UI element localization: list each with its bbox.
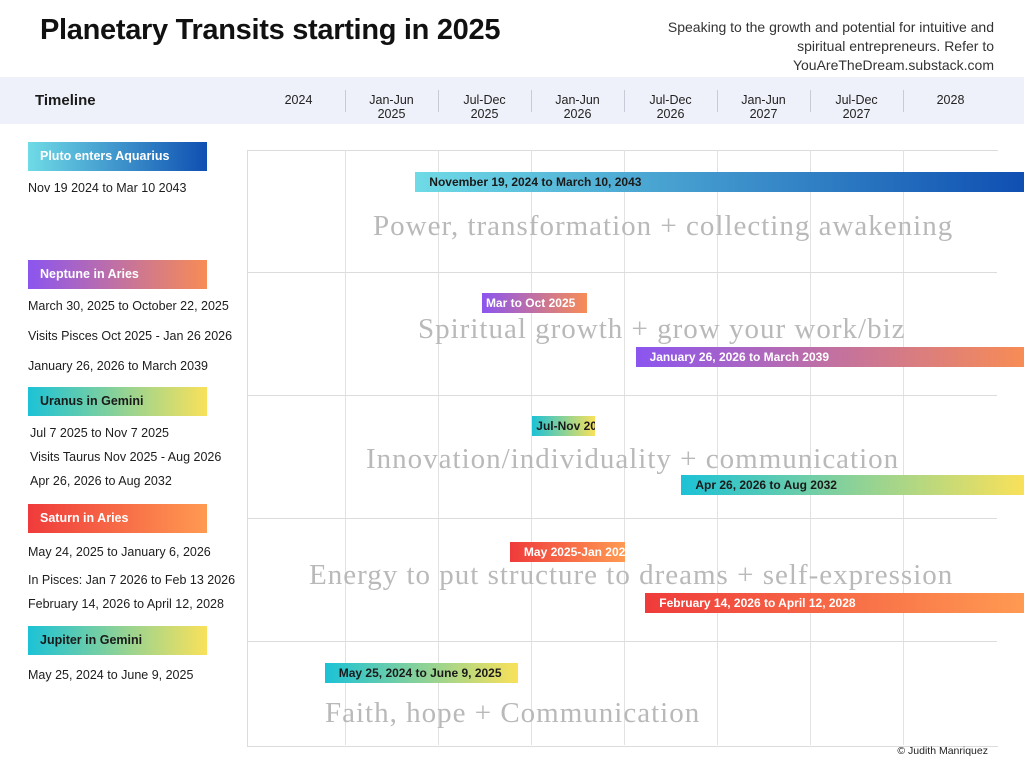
period-divider [531, 90, 532, 112]
grid-line-horizontal [247, 518, 997, 519]
transit-theme: Innovation/individuality + communication [366, 443, 900, 475]
grid-line-vertical [717, 150, 718, 745]
grid-line-vertical [624, 150, 625, 745]
period-label: Jul-Dec 2026 [649, 93, 692, 121]
transit-theme: Energy to put structure to dreams + self… [309, 559, 954, 591]
period-label: 2024 [284, 93, 313, 107]
transit-theme: Power, transformation + collecting awake… [373, 210, 954, 242]
transit-date-range: Visits Pisces Oct 2025 - Jan 26 2026 [28, 329, 233, 343]
transit-bar: Jul-Nov 2025 [532, 416, 595, 436]
grid-frame [247, 150, 998, 747]
period-label: Jan-Jun 2027 [741, 93, 786, 121]
transit-date-range: January 26, 2026 to March 2039 [28, 359, 208, 373]
grid-line-vertical [438, 150, 439, 745]
period-label: Jan-Jun 2025 [369, 93, 414, 121]
transit-name: Saturn in Aries [28, 504, 207, 533]
grid-line-horizontal [247, 641, 997, 642]
period-divider [717, 90, 718, 112]
transit-theme: Faith, hope + Communication [325, 697, 701, 729]
period-label: Jul-Dec 2027 [835, 93, 878, 121]
transit-bar: November 19, 2024 to March 10, 2043 [415, 172, 1024, 192]
transit-date-range: March 30, 2025 to October 22, 2025 [28, 299, 229, 313]
grid-line-horizontal [247, 272, 997, 273]
period-label: Jul-Dec 2025 [463, 93, 506, 121]
transit-bar: February 14, 2026 to April 12, 2028 [645, 593, 1024, 613]
period-divider [624, 90, 625, 112]
page-subtitle: Speaking to the growth and potential for… [667, 19, 994, 73]
transit-bar: May 2025-Jan 2026 [509, 542, 626, 562]
period-divider [438, 90, 439, 112]
period-label: Jan-Jun 2026 [555, 93, 600, 121]
transit-bar: May 25, 2024 to June 9, 2025 [324, 663, 519, 683]
transit-bar: January 26, 2026 to March 2039 [635, 347, 1024, 367]
transit-date-range: In Pisces: Jan 7 2026 to Feb 13 2026 [28, 573, 236, 587]
transit-name: Neptune in Aries [28, 260, 207, 289]
timeline-label: Timeline [35, 92, 96, 109]
transit-date-range: Visits Taurus Nov 2025 - Aug 2026 [30, 450, 222, 464]
page-title: Planetary Transits starting in 2025 [40, 14, 501, 46]
transit-date-range: Jul 7 2025 to Nov 7 2025 [30, 426, 169, 440]
transit-name: Jupiter in Gemini [28, 626, 207, 655]
period-divider [810, 90, 811, 112]
period-divider [903, 90, 904, 112]
transit-date-range: Apr 26, 2026 to Aug 2032 [30, 474, 172, 488]
grid-line-vertical [903, 150, 904, 745]
transit-date-range: May 24, 2025 to January 6, 2026 [28, 545, 211, 559]
grid-line-vertical [345, 150, 346, 745]
timeline-header [0, 77, 1024, 124]
transit-theme: Spiritual growth + grow your work/biz [418, 313, 906, 345]
transit-name: Uranus in Gemini [28, 387, 207, 416]
credit: © Judith Manriquez [897, 745, 988, 757]
grid-line-vertical [531, 150, 532, 745]
transit-date-range: February 14, 2026 to April 12, 2028 [28, 597, 224, 611]
period-divider [345, 90, 346, 112]
transit-date-range: May 25, 2024 to June 9, 2025 [28, 668, 194, 682]
transit-date-range: Nov 19 2024 to Mar 10 2043 [28, 181, 187, 195]
transit-bar: Mar to Oct 2025 [481, 293, 587, 313]
transit-bar: Apr 26, 2026 to Aug 2032 [681, 475, 1024, 495]
period-label: 2028 [936, 93, 965, 107]
transit-name: Pluto enters Aquarius [28, 142, 207, 171]
grid-line-vertical [810, 150, 811, 745]
grid-line-horizontal [247, 395, 997, 396]
